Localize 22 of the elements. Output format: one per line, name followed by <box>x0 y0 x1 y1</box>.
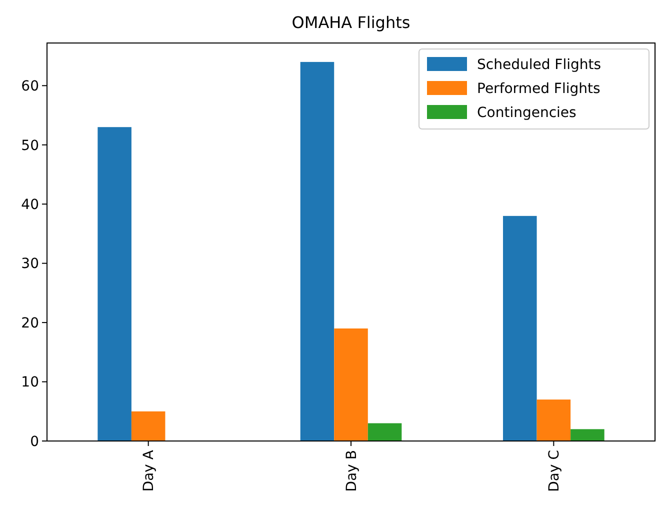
bar <box>536 400 571 441</box>
legend-label: Performed Flights <box>477 80 600 97</box>
y-tick-label: 40 <box>21 196 39 213</box>
legend-label: Contingencies <box>477 104 576 121</box>
bar <box>98 127 132 441</box>
y-tick-label: 60 <box>21 78 39 95</box>
y-tick-label: 20 <box>21 315 39 332</box>
x-tick-label: Day C <box>546 450 563 492</box>
y-tick-label: 50 <box>21 138 39 154</box>
legend-label: Scheduled Flights <box>477 56 602 73</box>
bar <box>334 328 368 441</box>
x-tick-label: Day B <box>344 450 360 492</box>
y-tick-label: 10 <box>21 374 39 391</box>
y-tick-label: 0 <box>30 434 39 450</box>
chart-title: OMAHA Flights <box>292 13 410 32</box>
bar <box>300 62 334 441</box>
x-tick-label: Day A <box>141 450 158 492</box>
bar <box>368 423 402 441</box>
bar <box>131 411 166 441</box>
bar <box>503 216 537 441</box>
bar <box>570 429 604 441</box>
y-tick-label: 30 <box>21 256 39 272</box>
